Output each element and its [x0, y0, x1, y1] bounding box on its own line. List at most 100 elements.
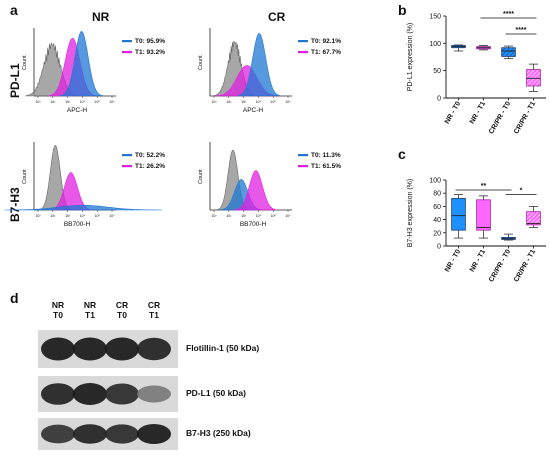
- lane-group: NR: [83, 300, 97, 310]
- legend-t1: T1: 67.7%: [311, 49, 341, 56]
- legend-t0: T0: 52.2%: [135, 152, 165, 159]
- legend-swatch-t1: [298, 165, 308, 168]
- x-tick-label: 10³: [35, 214, 41, 218]
- legend-t0: T0: 92.1%: [311, 38, 341, 45]
- panel-letter-b: b: [398, 2, 407, 18]
- x-tick-label: NR - T1: [469, 100, 487, 125]
- lane-timepoint: T0: [117, 310, 127, 320]
- lane-group: NR: [51, 300, 65, 310]
- x-tick-label: 10⁶: [285, 100, 291, 104]
- x-axis-label: APC-H: [67, 107, 88, 114]
- box-plot-b7h3: 0 20 40 60 80 100 B7-H3 expression (%) NR - T0 N…: [407, 178, 546, 283]
- panel-letter-c: c: [398, 146, 406, 162]
- x-axis-label: BB700-H: [240, 221, 267, 228]
- histogram-pdl1-cr: Count 10³ 10² 10³ 10⁴ 10⁵ 10⁶ APC-H T0: 92.1% T1:…: [198, 28, 341, 114]
- column-title-nr: NR: [92, 10, 110, 24]
- blot-strip: [38, 418, 178, 450]
- panel-letter-d: d: [10, 290, 19, 306]
- x-tick-label: 10⁴: [80, 100, 86, 104]
- box-1: [476, 195, 491, 239]
- legend-swatch-t0: [298, 40, 308, 43]
- legend-swatch-t0: [122, 40, 132, 43]
- box-2: [501, 45, 516, 60]
- blot-band: [41, 383, 75, 405]
- blot-band: [105, 424, 139, 444]
- y-axis-label: PD-L1 expression (%): [407, 23, 414, 91]
- x-tick-label: 10³: [65, 100, 71, 104]
- x-tick-label: CR/PR - T0: [488, 248, 512, 283]
- y-tick-label: 100: [429, 178, 441, 185]
- x-tick-label: 10³: [211, 100, 217, 104]
- legend-t1: T1: 93.2%: [135, 49, 165, 56]
- y-axis-label: Count: [22, 169, 28, 184]
- blot-strip: [38, 376, 178, 412]
- blot-band: [41, 424, 75, 444]
- x-tick-label: 10⁵: [271, 100, 277, 104]
- x-tick-label: 10⁶: [109, 100, 115, 104]
- x-tick-label: 10⁴: [256, 214, 262, 218]
- blot-band: [73, 383, 107, 405]
- blot-band: [41, 337, 75, 361]
- x-tick-label: 10⁶: [109, 214, 115, 218]
- legend-swatch-t0: [122, 154, 132, 157]
- lane-timepoint: T1: [85, 310, 95, 320]
- x-tick-label: NR - T0: [444, 100, 462, 125]
- x-tick-label: CR/PR - T0: [488, 100, 512, 135]
- panel-letter-a: a: [10, 2, 18, 18]
- y-tick-label: 40: [433, 217, 441, 224]
- x-tick-label: 10³: [35, 100, 41, 104]
- box-0: [451, 44, 466, 52]
- blot-label: B7-H3 (250 kDa): [186, 428, 251, 438]
- x-tick-label: 10²: [50, 214, 56, 218]
- legend-t0: T0: 11.3%: [311, 152, 341, 159]
- blot-band: [73, 424, 107, 444]
- histogram-b7h3-cr: Count 10³ 10² 10³ 10⁴ 10⁵ 10⁶ BB700-H T0: 11.3% T…: [198, 142, 341, 228]
- x-tick-label: 10⁴: [256, 100, 262, 104]
- box-iqr: [526, 211, 541, 226]
- y-tick-label: 50: [433, 68, 441, 75]
- box-iqr: [476, 199, 491, 231]
- x-tick-label: 10²: [50, 100, 56, 104]
- flow-cytometry-histograms: Count 10³ 10² 10³ 10⁴ 10⁵ 10⁶ APC-H T0: 95.9% T1:…: [4, 28, 341, 228]
- lane-group: CR: [147, 300, 161, 310]
- x-axis-label: BB700-H: [64, 221, 91, 228]
- x-tick-label: NR - T1: [469, 248, 487, 273]
- x-tick-label: 10³: [65, 214, 71, 218]
- y-tick-label: 80: [433, 191, 441, 198]
- t0-histogram: [4, 204, 162, 211]
- box-3: [526, 63, 541, 92]
- legend-swatch-t1: [298, 51, 308, 54]
- blot-band: [137, 337, 171, 361]
- legend-t0: T0: 95.9%: [135, 38, 165, 45]
- histogram-pdl1-nr: Count 10³ 10² 10³ 10⁴ 10⁵ 10⁶ APC-H T0: 95.9% T1:…: [22, 28, 165, 114]
- y-tick-label: 0: [437, 244, 441, 251]
- western-blot: [38, 330, 178, 450]
- x-tick-label: 10³: [211, 214, 217, 218]
- x-tick-label: CR/PR - T1: [513, 100, 537, 135]
- legend-t1: T1: 26.2%: [135, 163, 165, 170]
- legend-t1: T1: 61.5%: [311, 163, 341, 170]
- legend-swatch-t1: [122, 51, 132, 54]
- box-2: [501, 233, 516, 241]
- y-tick-label: 20: [433, 230, 441, 237]
- t0-histogram: [60, 31, 103, 97]
- t0-histogram: [237, 33, 281, 97]
- lane-timepoint: T1: [149, 310, 159, 320]
- blot-band: [137, 424, 171, 444]
- significance-label: ****: [503, 11, 514, 18]
- blot-band: [105, 383, 139, 405]
- x-tick-label: 10⁵: [95, 214, 101, 218]
- column-title-cr: CR: [268, 10, 286, 24]
- box-iqr: [526, 69, 541, 87]
- x-tick-label: 10⁴: [80, 214, 86, 218]
- legend-swatch-t0: [298, 154, 308, 157]
- significance-label: *: [520, 187, 523, 194]
- box-iqr: [501, 47, 516, 57]
- y-axis-label: Count: [22, 55, 28, 70]
- legend-swatch-t1: [122, 165, 132, 168]
- lane-timepoint: T0: [53, 310, 63, 320]
- y-tick-label: 60: [433, 204, 441, 211]
- x-tick-label: 10⁵: [95, 100, 101, 104]
- blot-band: [73, 337, 107, 361]
- blot-strip: [38, 330, 178, 368]
